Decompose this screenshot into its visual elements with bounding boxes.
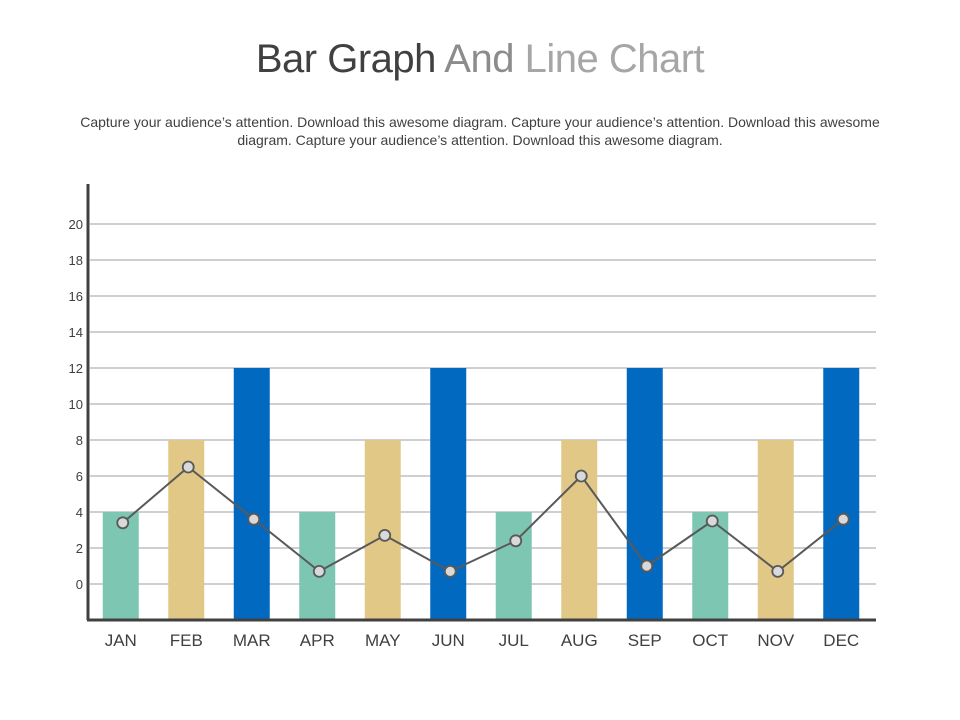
bar (102, 512, 139, 620)
x-tick-label: SEP (628, 631, 662, 650)
title-part-line-chart: Line Chart (524, 37, 705, 81)
x-tick-label: OCT (692, 631, 728, 650)
line-point (574, 469, 588, 483)
bar (233, 368, 270, 620)
line-point (705, 514, 719, 528)
description-text: Capture your audience’s attention. Downl… (80, 114, 880, 148)
line-point (247, 512, 261, 526)
line-point (181, 460, 195, 474)
line-markers (116, 460, 850, 578)
line-point (509, 534, 523, 548)
trend-line (122, 466, 844, 573)
page-title: Bar Graph And Line Chart (0, 34, 960, 84)
title-part-and: And (444, 37, 514, 81)
x-tick-label: MAR (233, 631, 271, 650)
y-tick-label: 6 (76, 469, 83, 484)
y-tick-label: 2 (76, 541, 83, 556)
y-tick-label: 0 (76, 577, 83, 592)
x-tick-label: MAY (365, 631, 401, 650)
x-tick-label: AUG (561, 631, 598, 650)
line-point (312, 565, 326, 578)
x-tick-label: APR (300, 631, 335, 650)
y-tick-label: 4 (76, 505, 83, 520)
line-point (443, 565, 457, 578)
x-tick-label: JUL (499, 631, 529, 650)
y-tick-label: 16 (69, 289, 83, 304)
line-point (116, 516, 130, 530)
line-point (378, 529, 392, 542)
x-tick-label: NOV (757, 631, 795, 650)
y-axis-tick-labels: 0 2 4 6 8 10 12 14 16 18 20 (69, 217, 83, 592)
gridlines (90, 223, 876, 585)
bar (757, 440, 794, 620)
x-tick-label: JUN (432, 631, 465, 650)
line-point (640, 559, 654, 573)
title-part-bar-graph: Bar Graph (255, 37, 437, 81)
y-tick-label: 20 (69, 217, 83, 232)
bar (430, 368, 467, 620)
bars (102, 368, 860, 620)
y-tick-label: 8 (76, 433, 83, 448)
y-tick-label: 14 (69, 325, 83, 340)
bar (626, 368, 663, 620)
x-tick-label: JAN (105, 631, 137, 650)
x-axis-tick-labels: JAN FEB MAR APR MAY JUN JUL AUG SEP OCT NOV DEC (105, 631, 860, 650)
y-tick-label: 12 (69, 361, 83, 376)
x-tick-label: FEB (170, 631, 203, 650)
bar (495, 512, 532, 620)
y-tick-label: 18 (69, 253, 83, 268)
bar (823, 368, 860, 620)
line-point (836, 512, 850, 526)
line-point (771, 565, 785, 578)
y-tick-label: 10 (69, 397, 83, 412)
x-tick-label: DEC (823, 631, 859, 650)
bar (561, 440, 598, 620)
